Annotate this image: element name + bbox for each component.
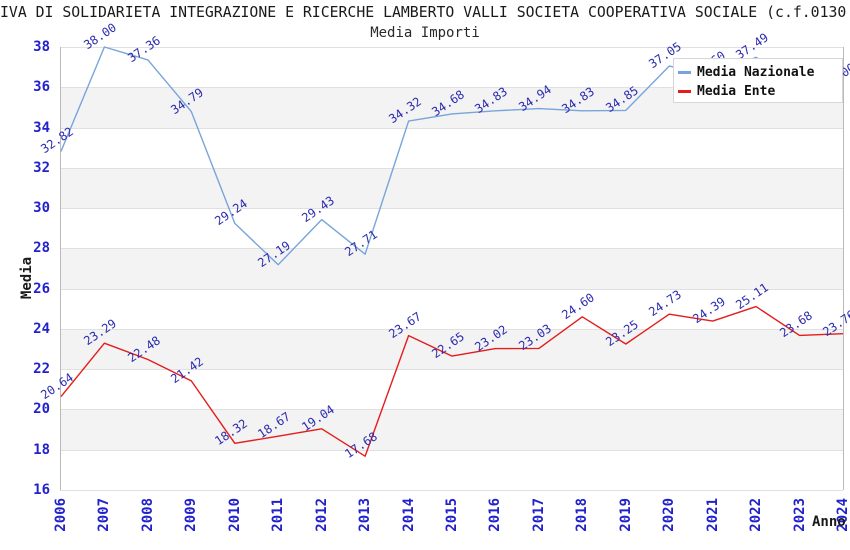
y-axis-tick-label: 20 (33, 401, 50, 418)
legend-line-sample-nazionale-icon (678, 71, 691, 74)
y-axis-tick-label: 34 (33, 119, 50, 136)
gridline (60, 87, 843, 89)
y-axis-tick-label: 26 (33, 280, 50, 297)
y-axis-tick-label: 38 (33, 39, 50, 55)
x-axis-title: Anno (812, 514, 846, 530)
y-axis-tick-label: 22 (33, 361, 50, 378)
gridline (60, 328, 843, 330)
gridline (60, 369, 843, 371)
line-media-ente (60, 305, 844, 457)
right-axis-spine (843, 47, 844, 490)
legend-label-media-nazionale: Media Nazionale (697, 65, 815, 80)
legend-item-media-ente: Media Ente (678, 82, 842, 101)
left-axis-spine (60, 47, 61, 490)
y-axis-tick-label: 24 (33, 320, 50, 337)
y-axis-tick-label: 36 (33, 79, 50, 96)
y-axis-tick-label: 32 (33, 159, 50, 176)
plot-band (60, 167, 843, 209)
legend-item-media-nazionale: Media Nazionale (678, 63, 842, 82)
gridline (60, 47, 843, 48)
plot-band (60, 248, 843, 289)
plot-band (60, 328, 843, 370)
gridline (60, 490, 843, 491)
legend-line-sample-ente-icon (678, 90, 691, 93)
chart-legend: Media Nazionale Media Ente (673, 58, 843, 103)
gridline (60, 127, 843, 129)
y-axis-tick-label: 18 (33, 441, 50, 458)
gridline (60, 409, 843, 411)
gridline (60, 167, 843, 169)
gridline (60, 449, 843, 451)
legend-label-media-ente: Media Ente (697, 84, 776, 99)
y-axis-tick-label: 16 (33, 482, 50, 498)
plot-band (60, 409, 843, 450)
chart-title: IVA DI SOLIDARIETA INTEGRAZIONE E RICERC… (0, 4, 847, 21)
y-axis-tick-label: 28 (33, 240, 50, 257)
gridline (60, 248, 843, 250)
chart-subtitle: Media Importi (370, 25, 480, 41)
gridline (60, 288, 843, 290)
y-axis-tick-label: 30 (33, 200, 50, 217)
gridline (60, 208, 843, 210)
